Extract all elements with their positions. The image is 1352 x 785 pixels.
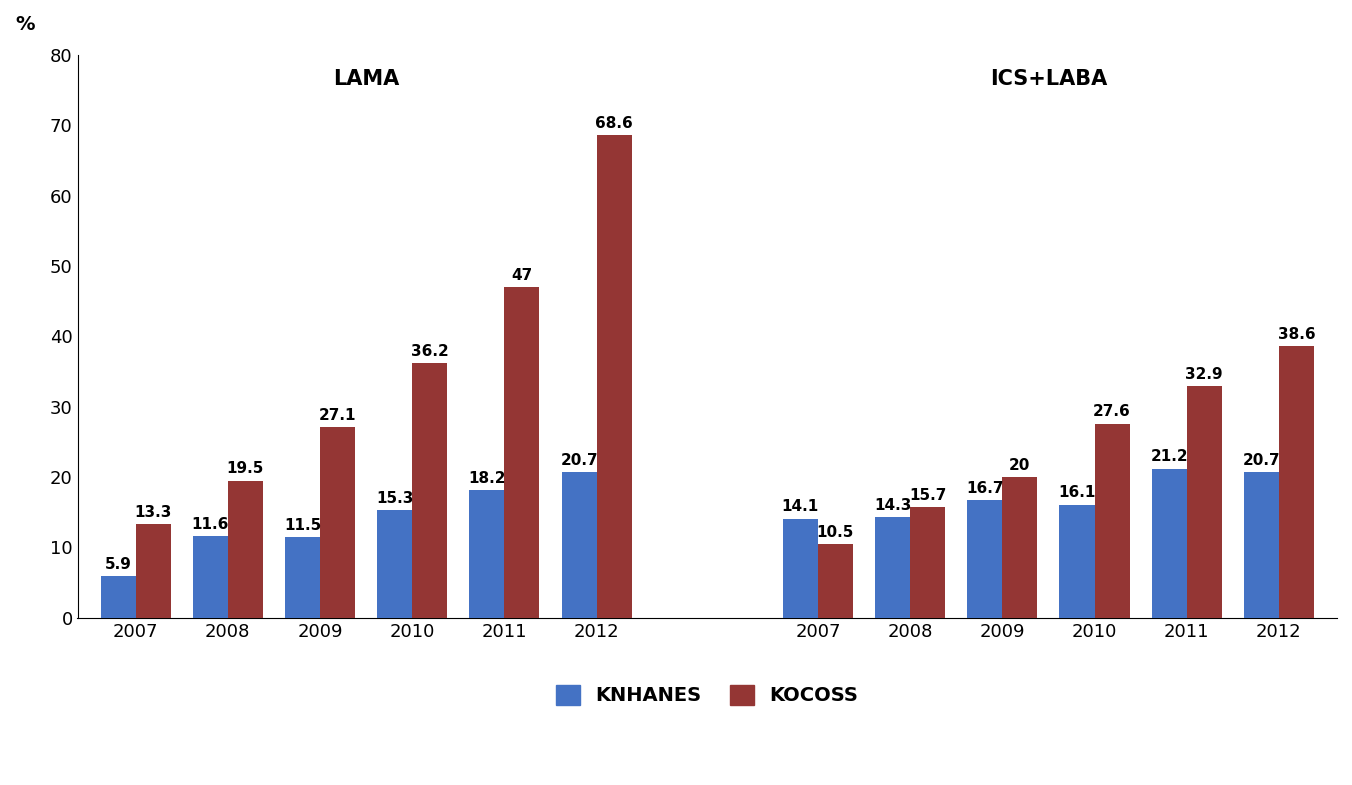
- Text: 36.2: 36.2: [411, 344, 449, 359]
- Bar: [596, 135, 631, 618]
- Bar: [818, 544, 853, 618]
- Bar: [100, 576, 135, 618]
- Text: 15.7: 15.7: [909, 488, 946, 503]
- Bar: [285, 537, 320, 618]
- Bar: [135, 524, 170, 618]
- Text: 5.9: 5.9: [104, 557, 131, 572]
- Text: 13.3: 13.3: [134, 505, 172, 520]
- Bar: [1244, 472, 1279, 618]
- Bar: [1279, 346, 1314, 618]
- Text: 11.6: 11.6: [192, 517, 228, 532]
- Bar: [193, 536, 227, 618]
- Text: 20.7: 20.7: [560, 453, 598, 468]
- Bar: [320, 427, 356, 618]
- Text: 10.5: 10.5: [817, 524, 854, 540]
- Text: 14.1: 14.1: [781, 499, 819, 514]
- Bar: [561, 472, 596, 618]
- Text: 14.3: 14.3: [873, 498, 911, 513]
- Text: 38.6: 38.6: [1278, 327, 1315, 342]
- Text: 32.9: 32.9: [1186, 367, 1224, 382]
- Text: 68.6: 68.6: [595, 116, 633, 131]
- Text: 21.2: 21.2: [1151, 450, 1188, 465]
- Bar: [504, 287, 539, 618]
- Bar: [967, 500, 1002, 618]
- Text: 16.1: 16.1: [1059, 485, 1095, 500]
- Text: 15.3: 15.3: [376, 491, 414, 506]
- Text: LAMA: LAMA: [333, 69, 399, 89]
- Text: ICS+LABA: ICS+LABA: [990, 69, 1107, 89]
- Text: 19.5: 19.5: [227, 462, 264, 476]
- Bar: [1095, 424, 1129, 618]
- Bar: [469, 490, 504, 618]
- Text: %: %: [15, 15, 35, 34]
- Text: 20.7: 20.7: [1242, 453, 1280, 468]
- Text: 27.6: 27.6: [1094, 404, 1130, 419]
- Bar: [1152, 469, 1187, 618]
- Bar: [1060, 505, 1095, 618]
- Bar: [227, 480, 262, 618]
- Text: 11.5: 11.5: [284, 517, 322, 533]
- Text: 18.2: 18.2: [468, 470, 506, 486]
- Bar: [412, 363, 448, 618]
- Bar: [783, 519, 818, 618]
- Bar: [377, 510, 412, 618]
- Text: 27.1: 27.1: [319, 408, 357, 423]
- Legend: KNHANES, KOCOSS: KNHANES, KOCOSS: [546, 675, 868, 715]
- Bar: [910, 507, 945, 618]
- Text: 47: 47: [511, 268, 533, 283]
- Bar: [1187, 386, 1222, 618]
- Bar: [875, 517, 910, 618]
- Text: 20: 20: [1009, 458, 1030, 473]
- Bar: [1002, 477, 1037, 618]
- Text: 16.7: 16.7: [967, 481, 1003, 496]
